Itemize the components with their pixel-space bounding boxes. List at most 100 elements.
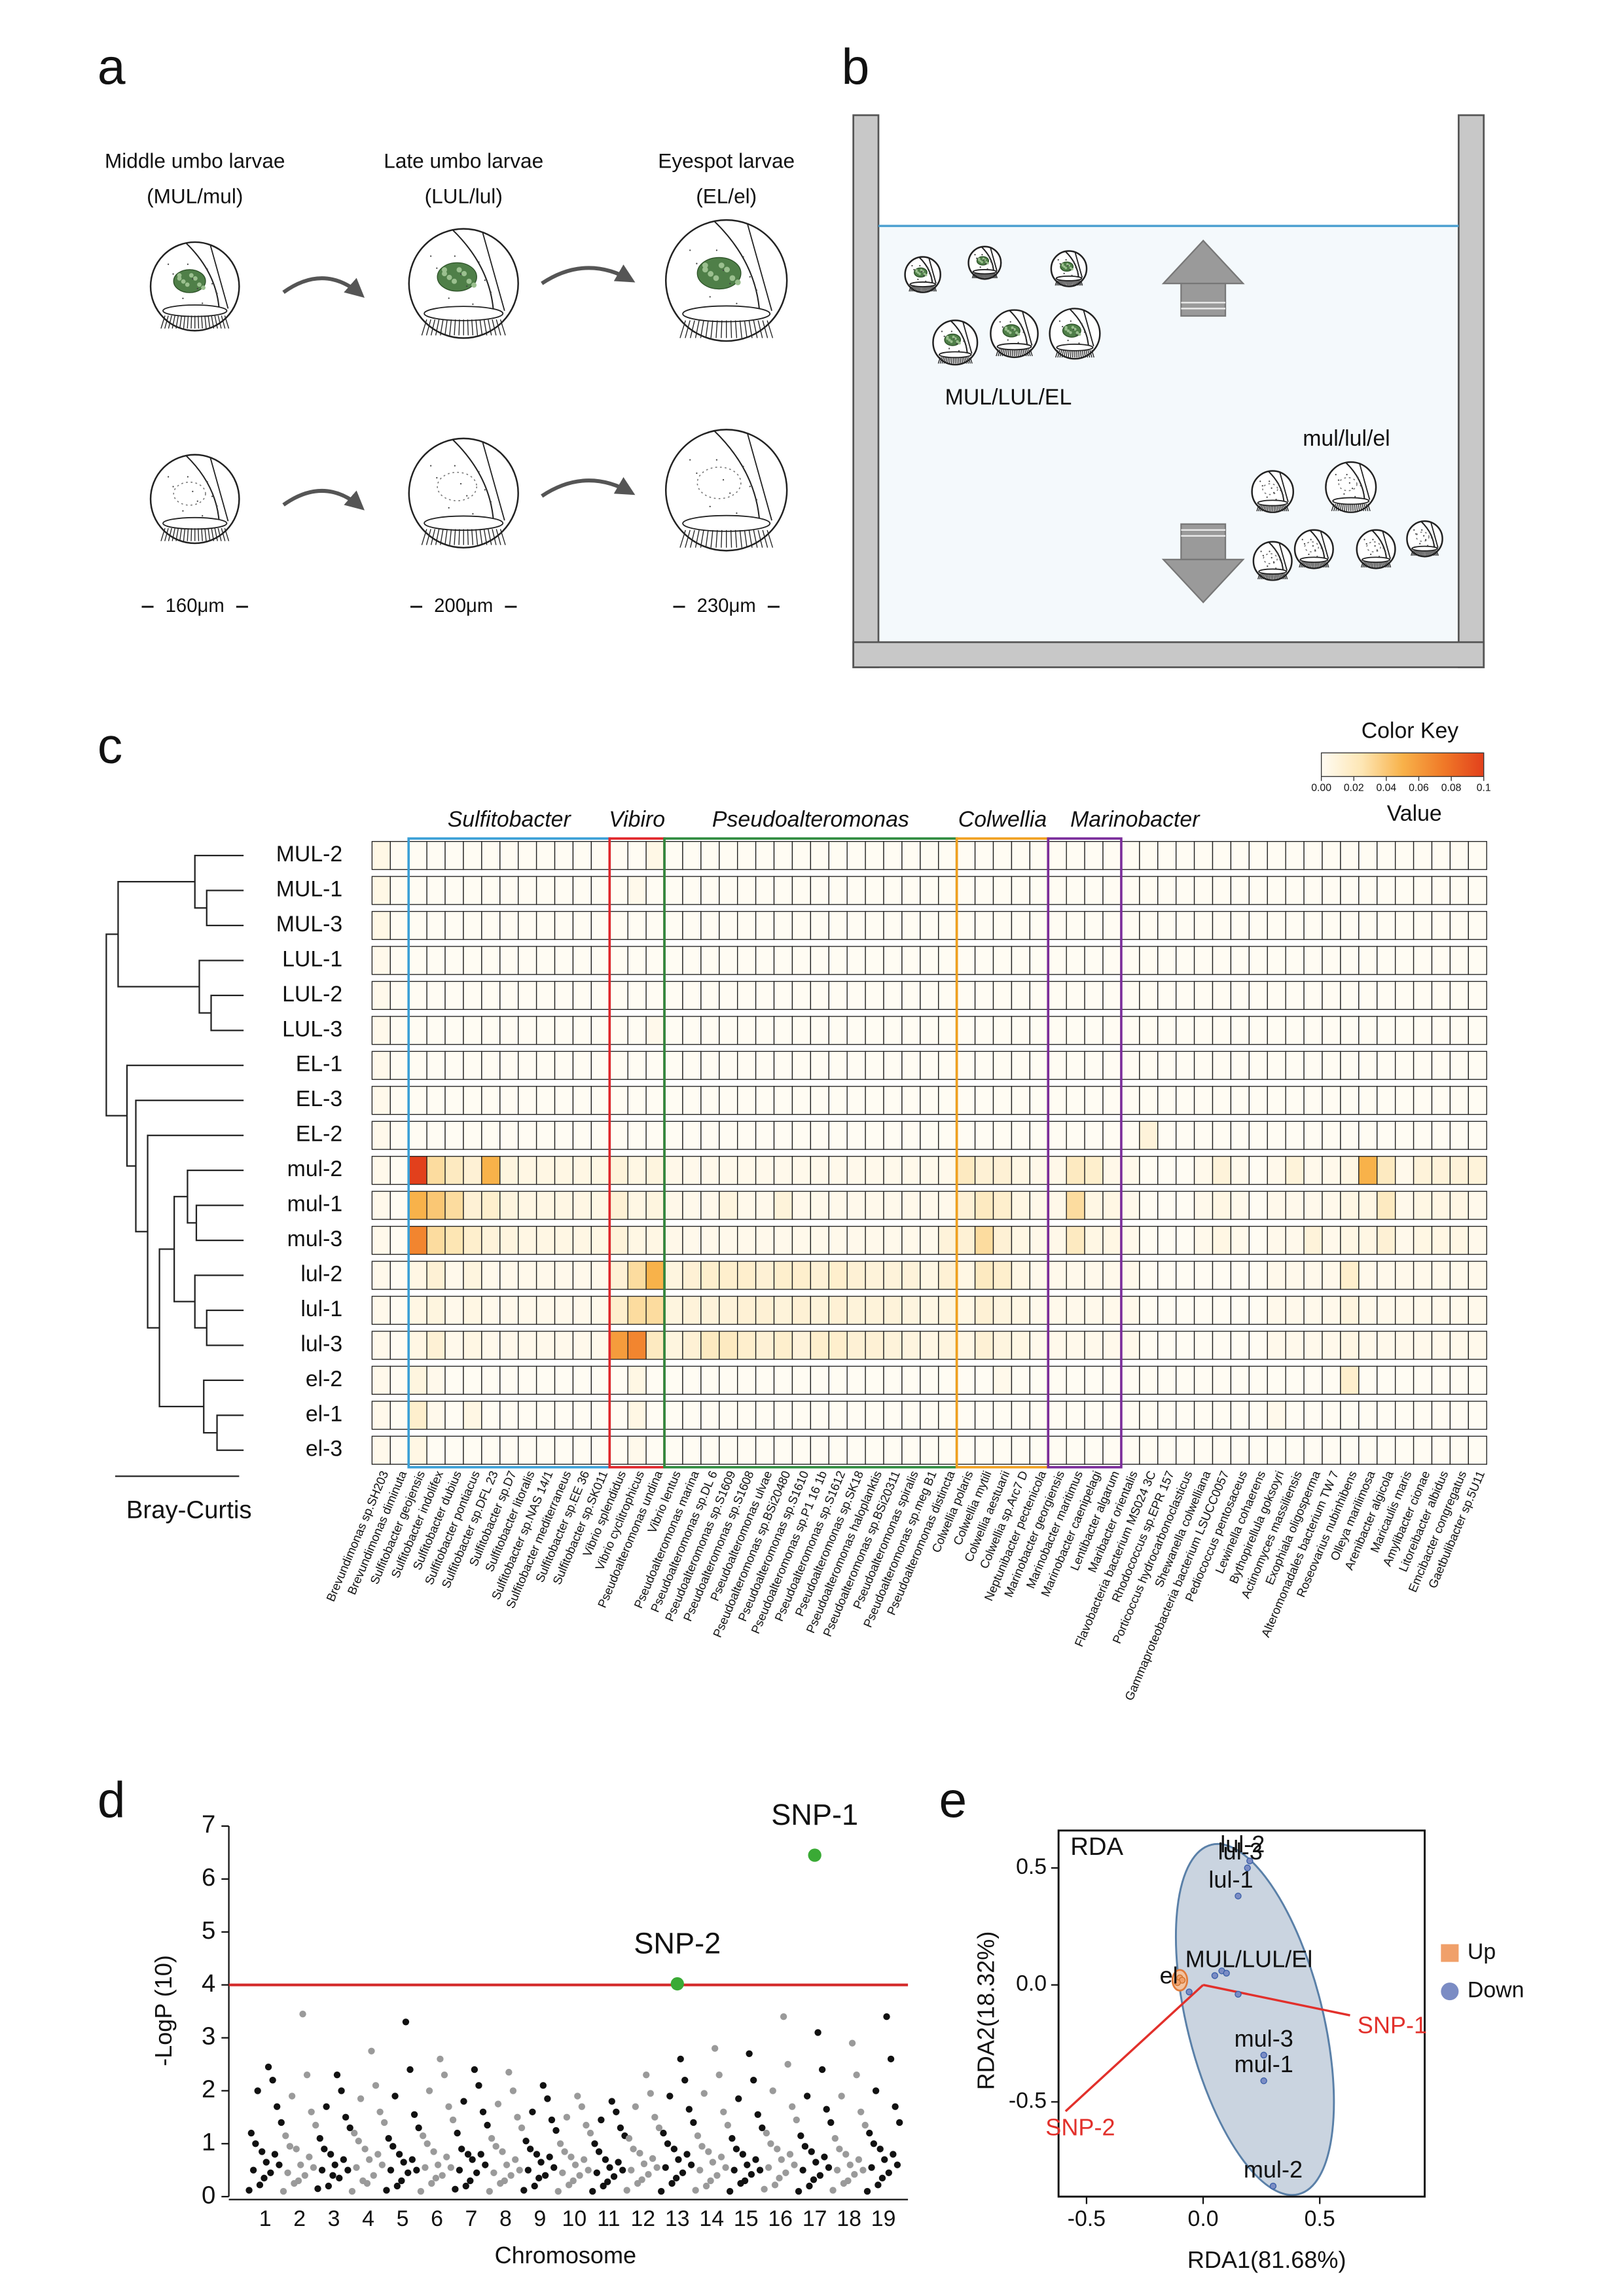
larva-gut (1366, 541, 1381, 552)
heat-cell (1449, 1191, 1470, 1220)
larva-dot (1064, 327, 1068, 331)
larva-speck (1083, 331, 1086, 333)
snp-point (342, 2113, 350, 2121)
heat-cell (1377, 1191, 1396, 1220)
heat-cell (682, 1331, 702, 1360)
heat-cell (1102, 1365, 1122, 1395)
heat-cell (1102, 1016, 1122, 1045)
heat-cell (1066, 1261, 1085, 1290)
larva-cilium (1003, 349, 1006, 357)
heat-cell (1102, 876, 1122, 905)
heat-cell (627, 1331, 647, 1360)
larva-speck (1057, 259, 1059, 261)
heat-cell (1431, 1050, 1451, 1080)
heat-cell (1248, 980, 1268, 1011)
heat-cell (810, 980, 829, 1011)
larva-dot (718, 262, 725, 268)
heat-cell (664, 980, 683, 1011)
x-tick-label: 4 (362, 2206, 374, 2231)
snp-point (389, 2143, 397, 2150)
heat-cell (463, 1225, 482, 1255)
heat-cell (444, 1156, 464, 1185)
larva-speck (1277, 482, 1280, 484)
larva-cilium (966, 357, 969, 364)
larva-speck (1267, 565, 1269, 567)
heat-cell (682, 1435, 702, 1465)
heat-cell (791, 1261, 812, 1290)
larva-speck (216, 505, 218, 507)
larva-cilium (1326, 562, 1329, 568)
size-label: 230μm (697, 595, 756, 617)
larva-cilium (499, 319, 506, 336)
snp-point (604, 2178, 611, 2185)
heat-cell (719, 1121, 738, 1150)
heat-cell (572, 980, 592, 1011)
heat-cell (1394, 1261, 1415, 1290)
snp-point (410, 2111, 418, 2118)
heat-cell (938, 1156, 958, 1185)
heat-cell (426, 1401, 446, 1430)
heat-cell (828, 1401, 848, 1430)
larva-cilium (204, 528, 207, 541)
heat-cell (481, 1365, 501, 1395)
x-tick-label: 15 (734, 2206, 759, 2231)
larva-gut (173, 481, 206, 506)
snp-point (340, 2156, 348, 2163)
x-tick-label: 19 (871, 2206, 896, 2231)
heat-cell (371, 980, 391, 1011)
snp-point (687, 2161, 695, 2168)
heat-cell (810, 1121, 829, 1150)
snp-point (746, 2050, 753, 2057)
heat-cell (791, 1050, 812, 1080)
larva-speck (1075, 334, 1077, 336)
snp-point (814, 2029, 821, 2036)
heat-cell (1358, 1261, 1378, 1290)
heat-cell (992, 1261, 1013, 1290)
snp-point (578, 2103, 586, 2110)
larva-cilium (1435, 550, 1437, 556)
heat-cell (974, 1086, 994, 1115)
heat-cell (444, 1016, 464, 1045)
y-axis-title: RDA2(18.32%) (972, 1931, 999, 2090)
snp-point (630, 2145, 637, 2153)
heat-cell (920, 980, 939, 1011)
heat-cell (572, 1331, 592, 1360)
snp-point (520, 2187, 528, 2194)
larva-speck (1001, 326, 1003, 328)
larva (1325, 461, 1377, 513)
snp-point (321, 2145, 328, 2153)
heat-cell (645, 1156, 665, 1185)
heat-cell (389, 910, 409, 941)
larva-speck (913, 268, 915, 271)
heat-cell (682, 1225, 702, 1255)
heat-cell (773, 1156, 793, 1185)
heat-cell (1267, 980, 1286, 1011)
snp-point (264, 2063, 272, 2071)
heat-cell (1121, 1331, 1140, 1360)
heat-cell (719, 840, 738, 870)
larva (408, 437, 519, 549)
snp-point (400, 2159, 407, 2166)
heat-cell (920, 1261, 939, 1290)
heat-cell (481, 910, 501, 941)
group-ellipse (1174, 1842, 1335, 2197)
snp-point (780, 2013, 787, 2020)
heat-cell (1084, 1435, 1104, 1465)
larva-speck (1426, 545, 1429, 547)
heat-cell (444, 1261, 464, 1290)
heat-cell (518, 1191, 537, 1220)
larva-gut (696, 257, 742, 290)
heat-cell (1139, 1261, 1159, 1290)
heat-cell (1011, 840, 1031, 870)
heat-cell (1029, 1016, 1049, 1045)
heat-cell (371, 1261, 391, 1290)
snp-point (316, 2135, 323, 2142)
snp-point (376, 2108, 384, 2115)
heat-cell (389, 1156, 409, 1185)
heat-cell (1157, 980, 1177, 1011)
larva-speck (999, 321, 1001, 323)
heat-cell (426, 1121, 446, 1150)
heat-cell (1377, 1016, 1396, 1045)
snp-point (380, 2119, 388, 2126)
heat-cell (1248, 1050, 1268, 1080)
